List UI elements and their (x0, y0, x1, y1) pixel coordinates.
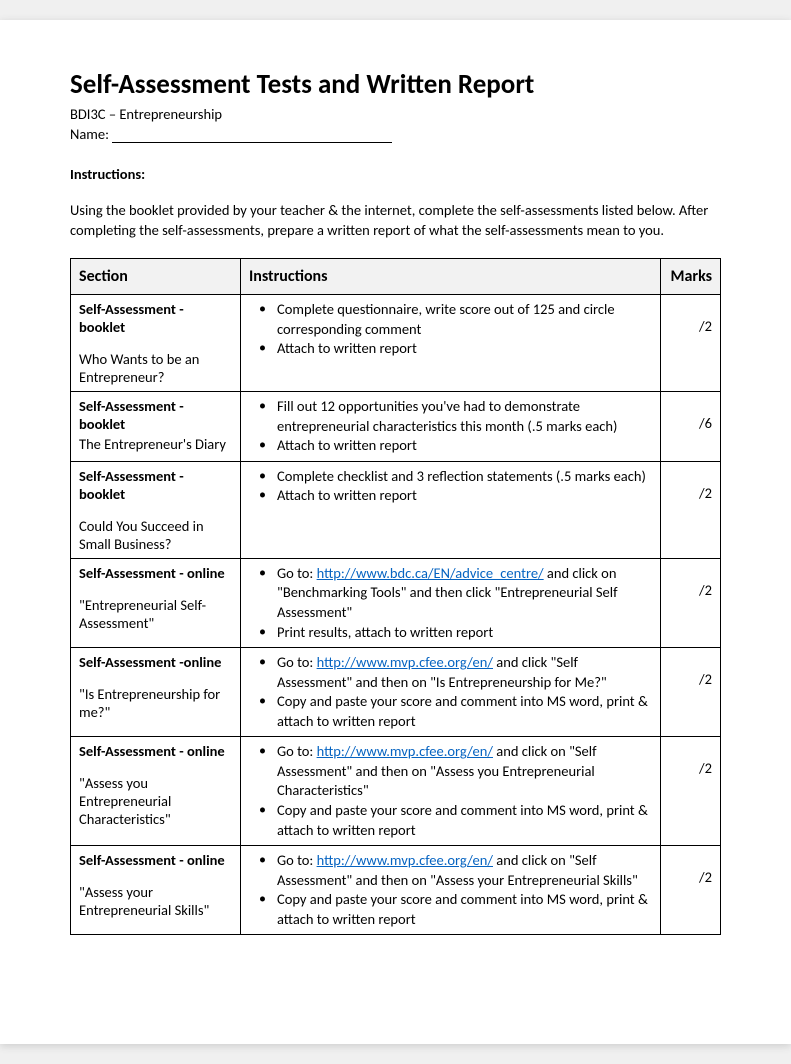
section-cell: Self-Assessment -online "Is Entrepreneurs… (71, 648, 241, 737)
bullet-item: Copy and paste your score and comment in… (249, 801, 652, 840)
header-section: Section (71, 259, 241, 295)
section-cell: Self-Assessment - booklet The Entrepreneu… (71, 392, 241, 462)
bullet-item: Go to: http://www.bdc.ca/EN/advice_centr… (249, 564, 652, 623)
table-row: Self-Assessment - online "Assess you Entr… (71, 737, 721, 846)
instructions-cell: Fill out 12 opportunities you've had to … (241, 392, 661, 462)
bullet-list: Go to: http://www.mvp.cfee.org/en/ and c… (249, 653, 652, 731)
section-subtitle: Could You Succeed in Small Business? (79, 517, 232, 553)
header-instructions: Instructions (241, 259, 661, 295)
marks-cell: /2 (661, 461, 721, 558)
bullet-list: Complete checklist and 3 reflection stat… (249, 467, 652, 506)
bullet-list: Complete questionnaire, write score out … (249, 300, 652, 359)
bullet-pre-text: Go to: (277, 742, 317, 760)
section-subtitle: The Entrepreneur's Diary (79, 435, 232, 453)
instructions-cell: Complete questionnaire, write score out … (241, 295, 661, 392)
marks-cell: /2 (661, 648, 721, 737)
instructions-heading: Instructions: (70, 165, 721, 183)
section-title: Self-Assessment - booklet (79, 467, 232, 503)
bullet-list: Go to: http://www.mvp.cfee.org/en/ and c… (249, 851, 652, 929)
bullet-item: Attach to written report (249, 486, 652, 506)
section-cell: Self-Assessment - booklet Who Wants to be… (71, 295, 241, 392)
marks-cell: /2 (661, 846, 721, 935)
bullet-pre-text: Go to: (277, 564, 317, 582)
marks-cell: /2 (661, 295, 721, 392)
table-row: Self-Assessment - online "Entrepreneurial… (71, 558, 721, 647)
section-subtitle: "Entrepreneurial Self-Assessment" (79, 596, 232, 632)
bullet-pre-text: Go to: (277, 851, 317, 869)
section-title: Self-Assessment - online (79, 851, 232, 869)
table-row: Self-Assessment - booklet The Entrepreneu… (71, 392, 721, 462)
external-link[interactable]: http://www.bdc.ca/EN/advice_centre/ (317, 564, 544, 582)
bullet-item: Attach to written report (249, 436, 652, 456)
section-cell: Self-Assessment - online "Assess you Entr… (71, 737, 241, 846)
bullet-item: Print results, attach to written report (249, 623, 652, 643)
external-link[interactable]: http://www.mvp.cfee.org/en/ (317, 851, 493, 869)
bullet-item: Attach to written report (249, 339, 652, 359)
external-link[interactable]: http://www.mvp.cfee.org/en/ (317, 742, 493, 760)
rubric-table: Section Instructions Marks Self-Assessme… (70, 258, 721, 935)
bullet-item: Go to: http://www.mvp.cfee.org/en/ and c… (249, 851, 652, 890)
section-subtitle: "Is Entrepreneurship for me?" (79, 685, 232, 721)
page-title: Self-Assessment Tests and Written Report (70, 68, 721, 101)
section-cell: Self-Assessment - online "Assess your Ent… (71, 846, 241, 935)
bullet-item: Fill out 12 opportunities you've had to … (249, 397, 652, 436)
bullet-item: Complete checklist and 3 reflection stat… (249, 467, 652, 487)
section-title: Self-Assessment - booklet (79, 397, 232, 433)
section-title: Self-Assessment -online (79, 653, 232, 671)
section-subtitle: Who Wants to be an Entrepreneur? (79, 350, 232, 386)
document-page: Self-Assessment Tests and Written Report… (0, 20, 791, 1044)
bullet-list: Go to: http://www.mvp.cfee.org/en/ and c… (249, 742, 652, 840)
external-link[interactable]: http://www.mvp.cfee.org/en/ (317, 653, 493, 671)
section-title: Self-Assessment - online (79, 564, 232, 582)
section-cell: Self-Assessment - online "Entrepreneurial… (71, 558, 241, 647)
bullet-item: Complete questionnaire, write score out … (249, 300, 652, 339)
course-line: BDI3C – Entrepreneurship (70, 105, 721, 123)
instructions-cell: Go to: http://www.mvp.cfee.org/en/ and c… (241, 846, 661, 935)
table-row: Self-Assessment - online "Assess your Ent… (71, 846, 721, 935)
table-row: Self-Assessment -online "Is Entrepreneurs… (71, 648, 721, 737)
name-label: Name: (70, 125, 109, 143)
bullet-list: Go to: http://www.bdc.ca/EN/advice_centr… (249, 564, 652, 642)
bullet-list: Fill out 12 opportunities you've had to … (249, 397, 652, 456)
table-header-row: Section Instructions Marks (71, 259, 721, 295)
section-title: Self-Assessment - online (79, 742, 232, 760)
bullet-item: Go to: http://www.mvp.cfee.org/en/ and c… (249, 742, 652, 801)
name-blank[interactable] (112, 142, 392, 143)
bullet-pre-text: Go to: (277, 653, 317, 671)
name-line: Name: (70, 125, 721, 143)
marks-cell: /2 (661, 558, 721, 647)
marks-cell: /2 (661, 737, 721, 846)
table-row: Self-Assessment - booklet Could You Succe… (71, 461, 721, 558)
instructions-text: Using the booklet provided by your teach… (70, 201, 721, 240)
table-row: Self-Assessment - booklet Who Wants to be… (71, 295, 721, 392)
bullet-item: Go to: http://www.mvp.cfee.org/en/ and c… (249, 653, 652, 692)
section-cell: Self-Assessment - booklet Could You Succe… (71, 461, 241, 558)
bullet-item: Copy and paste your score and comment in… (249, 692, 652, 731)
header-marks: Marks (661, 259, 721, 295)
instructions-cell: Go to: http://www.mvp.cfee.org/en/ and c… (241, 737, 661, 846)
instructions-cell: Go to: http://www.mvp.cfee.org/en/ and c… (241, 648, 661, 737)
marks-cell: /6 (661, 392, 721, 462)
bullet-item: Copy and paste your score and comment in… (249, 890, 652, 929)
section-title: Self-Assessment - booklet (79, 300, 232, 336)
section-subtitle: "Assess your Entrepreneurial Skills" (79, 883, 232, 919)
section-subtitle: "Assess you Entrepreneurial Characterist… (79, 774, 232, 828)
instructions-cell: Complete checklist and 3 reflection stat… (241, 461, 661, 558)
instructions-cell: Go to: http://www.bdc.ca/EN/advice_centr… (241, 558, 661, 647)
